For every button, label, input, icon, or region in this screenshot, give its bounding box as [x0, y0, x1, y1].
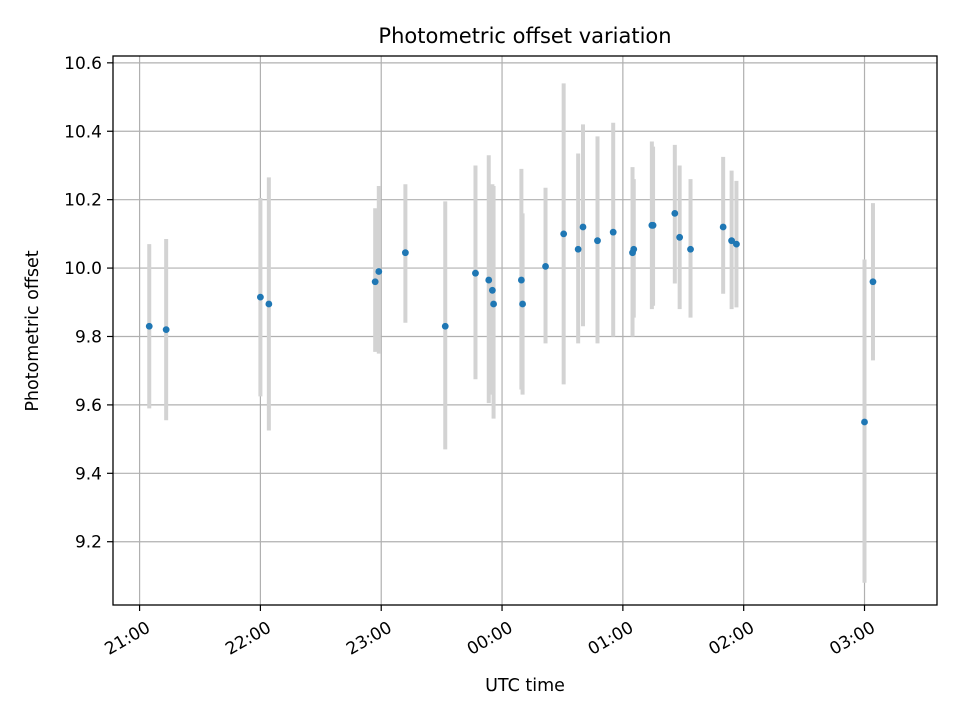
data-points [145, 209, 877, 426]
y-axis-label: Photometric offset [23, 250, 43, 411]
data-point [401, 249, 409, 257]
data-point [676, 233, 684, 241]
data-point [719, 223, 727, 231]
y-tick-label: 9.2 [75, 533, 102, 553]
y-tick-label: 9.4 [75, 464, 102, 484]
data-point [542, 262, 549, 270]
axis-ticks: 21:00 22:00 23:00 00:00 01:00 02:00 03:009.29.… [64, 54, 879, 660]
data-point [861, 418, 868, 426]
y-tick-label: 10.4 [64, 122, 102, 142]
data-point [687, 245, 694, 253]
data-point [733, 240, 740, 248]
y-tick-label: 10.0 [64, 259, 102, 279]
y-tick-label: 9.8 [75, 327, 102, 347]
grid [113, 56, 937, 605]
data-point [371, 278, 379, 286]
data-point [472, 269, 479, 277]
data-point [519, 300, 526, 308]
data-point [375, 268, 383, 275]
data-point [517, 276, 525, 284]
data-point [609, 228, 617, 236]
data-point [869, 278, 877, 286]
data-point [671, 209, 679, 217]
data-point [594, 237, 601, 245]
data-point [145, 322, 153, 330]
x-axis-label: UTC time [485, 676, 565, 696]
data-point [574, 245, 582, 253]
data-point [728, 237, 736, 245]
data-point [560, 230, 568, 238]
data-point [265, 300, 273, 308]
y-tick-label: 10.2 [64, 191, 102, 211]
data-point [579, 223, 587, 231]
y-tick-label: 10.6 [64, 54, 102, 74]
data-point [162, 326, 170, 334]
data-point [649, 221, 657, 229]
data-point [257, 293, 264, 301]
data-point [490, 300, 497, 308]
chart-title: Photometric offset variation [378, 24, 671, 48]
plot-area-frame [112, 55, 938, 606]
data-point [630, 245, 638, 253]
data-point [485, 276, 493, 284]
data-point [488, 286, 496, 294]
y-tick-label: 9.6 [75, 396, 102, 416]
data-point [441, 322, 449, 330]
